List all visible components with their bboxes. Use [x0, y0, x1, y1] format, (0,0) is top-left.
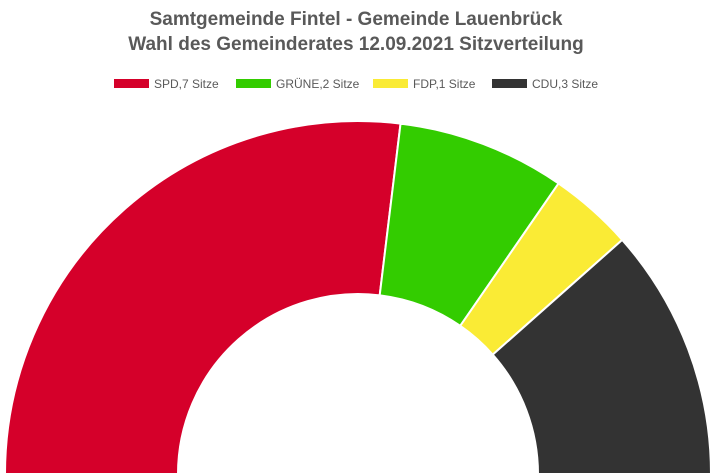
- chart-title: Samtgemeinde Fintel - Gemeinde Lauenbrüc…: [149, 9, 563, 30]
- legend-label-cdu: CDU,3 Sitze: [532, 77, 599, 91]
- legend-swatch-spd: [114, 79, 149, 88]
- chart-slices: [3, 120, 712, 474]
- legend-label-fdp: FDP,1 Sitze: [413, 77, 476, 91]
- legend-label-gruene: GRÜNE,2 Sitze: [276, 77, 360, 91]
- legend-label-spd: SPD,7 Sitze: [154, 77, 219, 91]
- chart-subtitle: Wahl des Gemeinderates 12.09.2021 Sitzve…: [128, 34, 584, 55]
- chart-legend: SPD,7 Sitze GRÜNE,2 Sitze FDP,1 Sitze CD…: [0, 76, 712, 92]
- legend-swatch-cdu: [492, 79, 527, 88]
- slice-cdu: [491, 238, 712, 474]
- slice-spd: [3, 120, 402, 474]
- legend-swatch-gruene: [236, 79, 271, 88]
- legend-swatch-fdp: [373, 79, 408, 88]
